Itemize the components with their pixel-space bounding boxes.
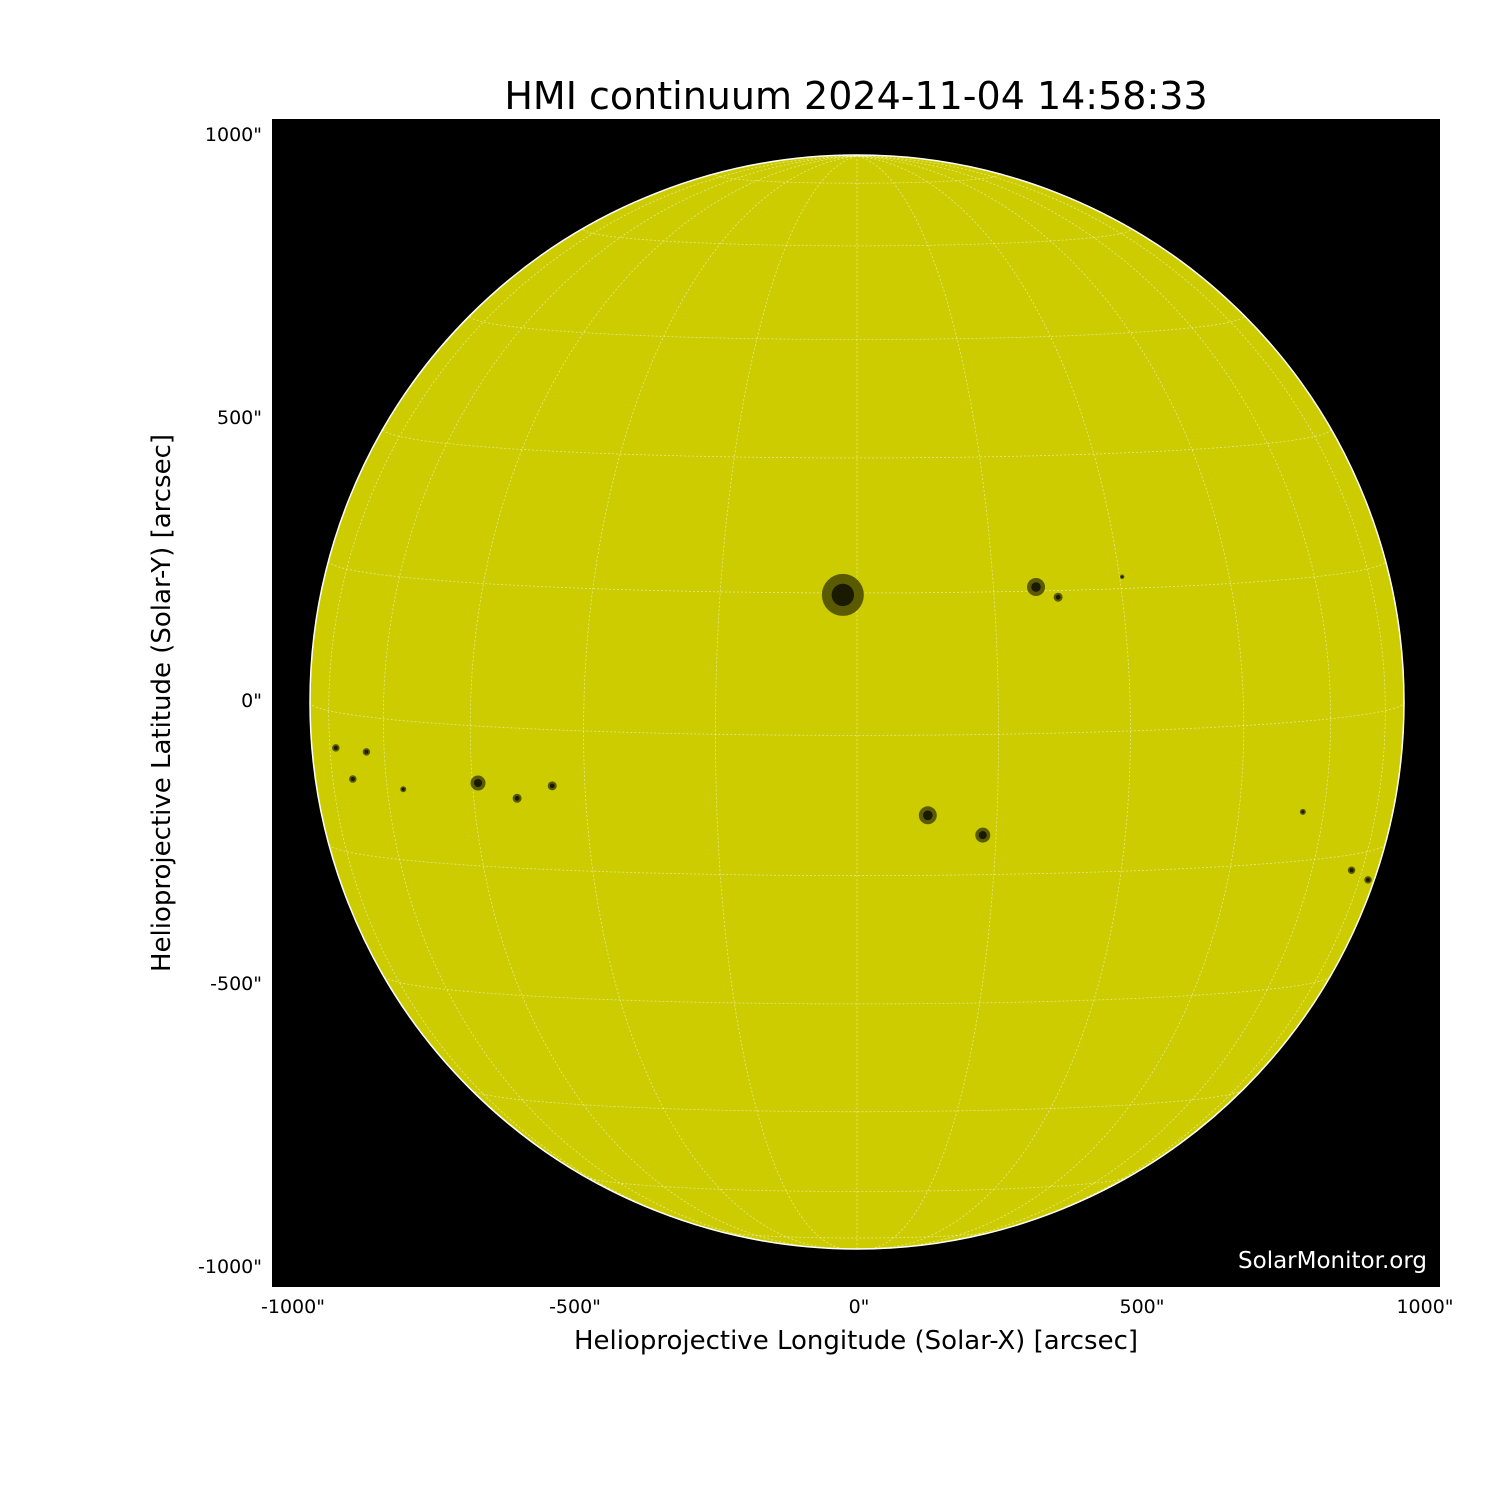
grid-line bbox=[856, 155, 1245, 1248]
grid-line bbox=[586, 1176, 1128, 1192]
sunspot-umbra bbox=[1349, 868, 1354, 873]
sunspots bbox=[332, 573, 1372, 884]
sunspot-umbra bbox=[1055, 594, 1061, 600]
grid-line bbox=[470, 1089, 1244, 1113]
sunspot-umbra bbox=[978, 831, 987, 840]
grid-line bbox=[328, 560, 1386, 594]
x-axis-label: Helioprojective Longitude (Solar-X) [arc… bbox=[573, 1326, 1139, 1356]
y-tick-label: 500" bbox=[216, 407, 262, 429]
y-axis-label: Helioprojective Latitude (Solar-Y) [arcs… bbox=[147, 433, 177, 973]
sunspot-umbra bbox=[549, 783, 555, 789]
grid-line bbox=[719, 1231, 995, 1239]
grid-line bbox=[382, 155, 858, 1246]
x-tick-label: 1000" bbox=[1396, 1296, 1454, 1318]
sunspot-umbra bbox=[401, 787, 405, 791]
grid-line bbox=[328, 155, 858, 1235]
grid-line bbox=[469, 155, 858, 1248]
grid-line bbox=[856, 155, 1332, 1246]
grid-line bbox=[714, 155, 858, 1250]
coordinate-grid bbox=[309, 155, 1405, 1250]
solar-image bbox=[272, 119, 1440, 1287]
x-tick-label: 500" bbox=[1119, 1296, 1165, 1318]
y-tick-label: 0" bbox=[241, 690, 262, 712]
y-tick-label: -500" bbox=[210, 973, 262, 995]
y-tick-label: -1000" bbox=[198, 1256, 262, 1278]
grid-line bbox=[856, 155, 999, 1250]
sunspot-umbra bbox=[1120, 575, 1124, 579]
grid-line bbox=[309, 701, 1405, 736]
y-tick-label: 1000" bbox=[204, 124, 262, 146]
plot-title: HMI continuum 2024-11-04 14:58:33 bbox=[504, 74, 1208, 118]
sunspot-umbra bbox=[1031, 582, 1041, 592]
sunspot-umbra bbox=[364, 749, 369, 754]
grid-line bbox=[382, 428, 1332, 459]
sunspot-umbra bbox=[514, 795, 520, 801]
sunspot-umbra bbox=[350, 777, 355, 782]
sunspot-umbra bbox=[1365, 877, 1370, 882]
grid-line bbox=[856, 155, 1131, 1249]
sunspot-umbra bbox=[831, 583, 855, 607]
sunspot-umbra bbox=[1301, 810, 1305, 814]
x-tick-label: 0" bbox=[848, 1296, 870, 1318]
grid-line bbox=[856, 155, 1386, 1235]
grid-line bbox=[583, 155, 858, 1249]
sunspot-umbra bbox=[474, 779, 483, 788]
grid-line bbox=[583, 229, 1131, 247]
watermark: SolarMonitor.org bbox=[1238, 1248, 1427, 1274]
sunspot-umbra bbox=[333, 745, 338, 750]
sunspot-umbra bbox=[923, 810, 933, 821]
grid-line bbox=[384, 976, 1330, 1005]
x-tick-label: -500" bbox=[549, 1296, 601, 1318]
x-tick-label: -1000" bbox=[261, 1296, 325, 1318]
